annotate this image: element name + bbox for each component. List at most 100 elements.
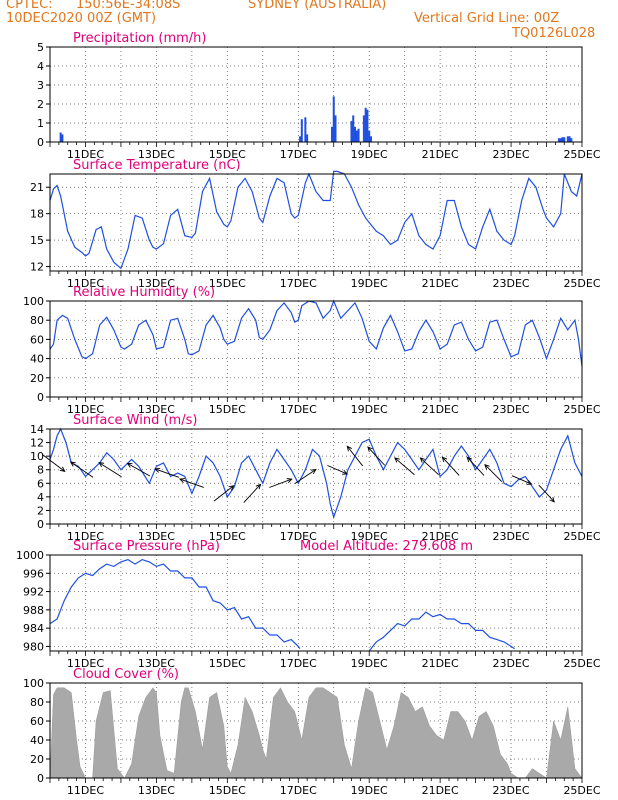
panel-1-bar bbox=[299, 136, 302, 142]
panel-4-line bbox=[49, 427, 583, 520]
panel-1-bar bbox=[355, 130, 358, 142]
panel-3-line bbox=[49, 299, 583, 367]
wind-vector bbox=[442, 456, 460, 476]
header-date: 10DEC2020 00Z (GMT) bbox=[6, 11, 157, 26]
panel-3-xtick-label: 21DEC bbox=[422, 403, 459, 416]
panel-4-xtick-label: 25DEC bbox=[563, 530, 600, 543]
wind-vector bbox=[269, 478, 292, 488]
panel-3-xtick-label: 25DEC bbox=[563, 403, 600, 416]
wind-vector-head bbox=[526, 480, 533, 485]
panel-6-ytick-label: 40 bbox=[30, 734, 44, 747]
wind-vector-head bbox=[255, 483, 262, 490]
panel-1-bar bbox=[334, 115, 337, 142]
wind-vector-head bbox=[549, 496, 555, 503]
panel-1-xtick-label: 25DEC bbox=[563, 148, 600, 161]
panel-6-xtick-label: 25DEC bbox=[563, 784, 600, 797]
panel-1-title: Precipitation (mm/h) bbox=[73, 31, 206, 46]
panel-1-ytick-label: 1 bbox=[37, 117, 44, 130]
panel-6-xtick-label: 11DEC bbox=[67, 784, 104, 797]
panel-1-bar bbox=[306, 134, 309, 142]
wind-vector bbox=[243, 484, 261, 503]
panel-1-bar bbox=[368, 130, 371, 142]
panel-3-xtick-label: 15DEC bbox=[209, 403, 246, 416]
panel-1-bar bbox=[570, 138, 573, 142]
panel-6-xtick-label: 15DEC bbox=[209, 784, 246, 797]
wind-vector bbox=[511, 475, 532, 485]
panel-5-ytick-label: 980 bbox=[23, 640, 44, 653]
panel-2-ytick-label: 18 bbox=[30, 208, 44, 221]
panel-3-xtick-label: 13DEC bbox=[138, 403, 175, 416]
wind-vector-head bbox=[441, 456, 448, 463]
panel-5-xtick-label: 13DEC bbox=[138, 657, 175, 670]
panel-3-ytick-label: 60 bbox=[30, 333, 44, 346]
panel-4-ytick-label: 6 bbox=[37, 477, 44, 490]
panel-6-ytick-label: 60 bbox=[30, 715, 44, 728]
panel-1-bar bbox=[300, 119, 303, 142]
panel-5-frame bbox=[49, 554, 583, 652]
wind-vector-head bbox=[367, 446, 373, 452]
panel-6-ytick-label: 20 bbox=[30, 753, 44, 766]
panel-4-xtick-label: 21DEC bbox=[422, 530, 459, 543]
panel-6-ytick-label: 100 bbox=[23, 677, 44, 690]
panel-6-xtick-label: 19DEC bbox=[351, 784, 388, 797]
wind-vector-head bbox=[126, 462, 133, 468]
panel-2-title: Surface Temperature (nC) bbox=[73, 158, 241, 173]
wind-vector-head bbox=[419, 457, 426, 463]
panel-5-xtick-label: 23DEC bbox=[493, 657, 530, 670]
header-grid-note: Vertical Grid Line: 00Z bbox=[414, 11, 560, 26]
wind-vector-head bbox=[154, 467, 161, 473]
panel-1-ytick-label: 4 bbox=[37, 60, 44, 73]
wind-vector-head bbox=[69, 461, 76, 467]
panel-4-ytick-label: 0 bbox=[37, 518, 44, 531]
panel-5-ytick-label: 992 bbox=[23, 586, 44, 599]
panel-4-ytick-label: 8 bbox=[37, 464, 44, 477]
panel-1-bar bbox=[59, 132, 62, 142]
wind-vector bbox=[420, 457, 439, 476]
wind-vector-head bbox=[342, 469, 349, 475]
panel-2-xtick-label: 11DEC bbox=[67, 277, 104, 290]
wind-vector bbox=[538, 484, 555, 503]
wind-vector-head bbox=[310, 468, 317, 475]
panel-5-xtick-label: 21DEC bbox=[422, 657, 459, 670]
panel-1-ytick-label: 3 bbox=[37, 79, 44, 92]
panel-1-xtick-label: 11DEC bbox=[67, 148, 104, 161]
panel-1-bar bbox=[362, 115, 365, 142]
panel-2-line bbox=[49, 170, 583, 270]
panel-1-xtick-label: 23DEC bbox=[493, 148, 530, 161]
panel-3-title: Relative Humidity (%) bbox=[73, 285, 215, 300]
panel-3-ytick-label: 40 bbox=[30, 353, 44, 366]
panel-1-bar bbox=[364, 107, 367, 142]
panel-3-ytick-label: 100 bbox=[23, 295, 44, 308]
panel-1-bar bbox=[563, 137, 566, 142]
panel-6-xtick-label: 13DEC bbox=[138, 784, 175, 797]
panel-3-xtick-label: 19DEC bbox=[351, 403, 388, 416]
panel-1-bar bbox=[332, 96, 335, 142]
header-location: SYDNEY (AUSTRALIA) bbox=[248, 0, 387, 12]
header-code: TQ0126L028 bbox=[512, 26, 596, 41]
panel-2-frame bbox=[49, 173, 583, 272]
panel-1-bar bbox=[561, 137, 564, 142]
panel-5-title: Surface Pressure (hPa) bbox=[73, 539, 220, 554]
panel-6-xtick-label: 17DEC bbox=[280, 784, 317, 797]
panel-3-xtick-label: 23DEC bbox=[493, 403, 530, 416]
panel-4-ytick-label: 4 bbox=[37, 491, 44, 504]
wind-vector-head bbox=[484, 463, 490, 470]
panel-4-xtick-label: 15DEC bbox=[209, 530, 246, 543]
panel-5-xtick-label: 17DEC bbox=[280, 657, 317, 670]
panel-2-xtick-label: 17DEC bbox=[280, 277, 317, 290]
panel-1-xtick-label: 19DEC bbox=[351, 148, 388, 161]
panel-2-xtick-label: 23DEC bbox=[493, 277, 530, 290]
panel-6-xtick-label: 21DEC bbox=[422, 784, 459, 797]
panel-2-xtick-label: 13DEC bbox=[138, 277, 175, 290]
panel-1-ytick-label: 2 bbox=[37, 98, 44, 111]
wind-vector bbox=[179, 478, 204, 488]
panel-3-xtick-label: 17DEC bbox=[280, 403, 317, 416]
panel-2-ytick-label: 12 bbox=[30, 261, 44, 274]
wind-vector bbox=[42, 454, 66, 472]
panel-2-xtick-label: 25DEC bbox=[563, 277, 600, 290]
panel-1-bar bbox=[568, 136, 571, 142]
header-coords: 150:56E-34:08S bbox=[76, 0, 181, 12]
panel-4-ytick-label: 12 bbox=[30, 437, 44, 450]
